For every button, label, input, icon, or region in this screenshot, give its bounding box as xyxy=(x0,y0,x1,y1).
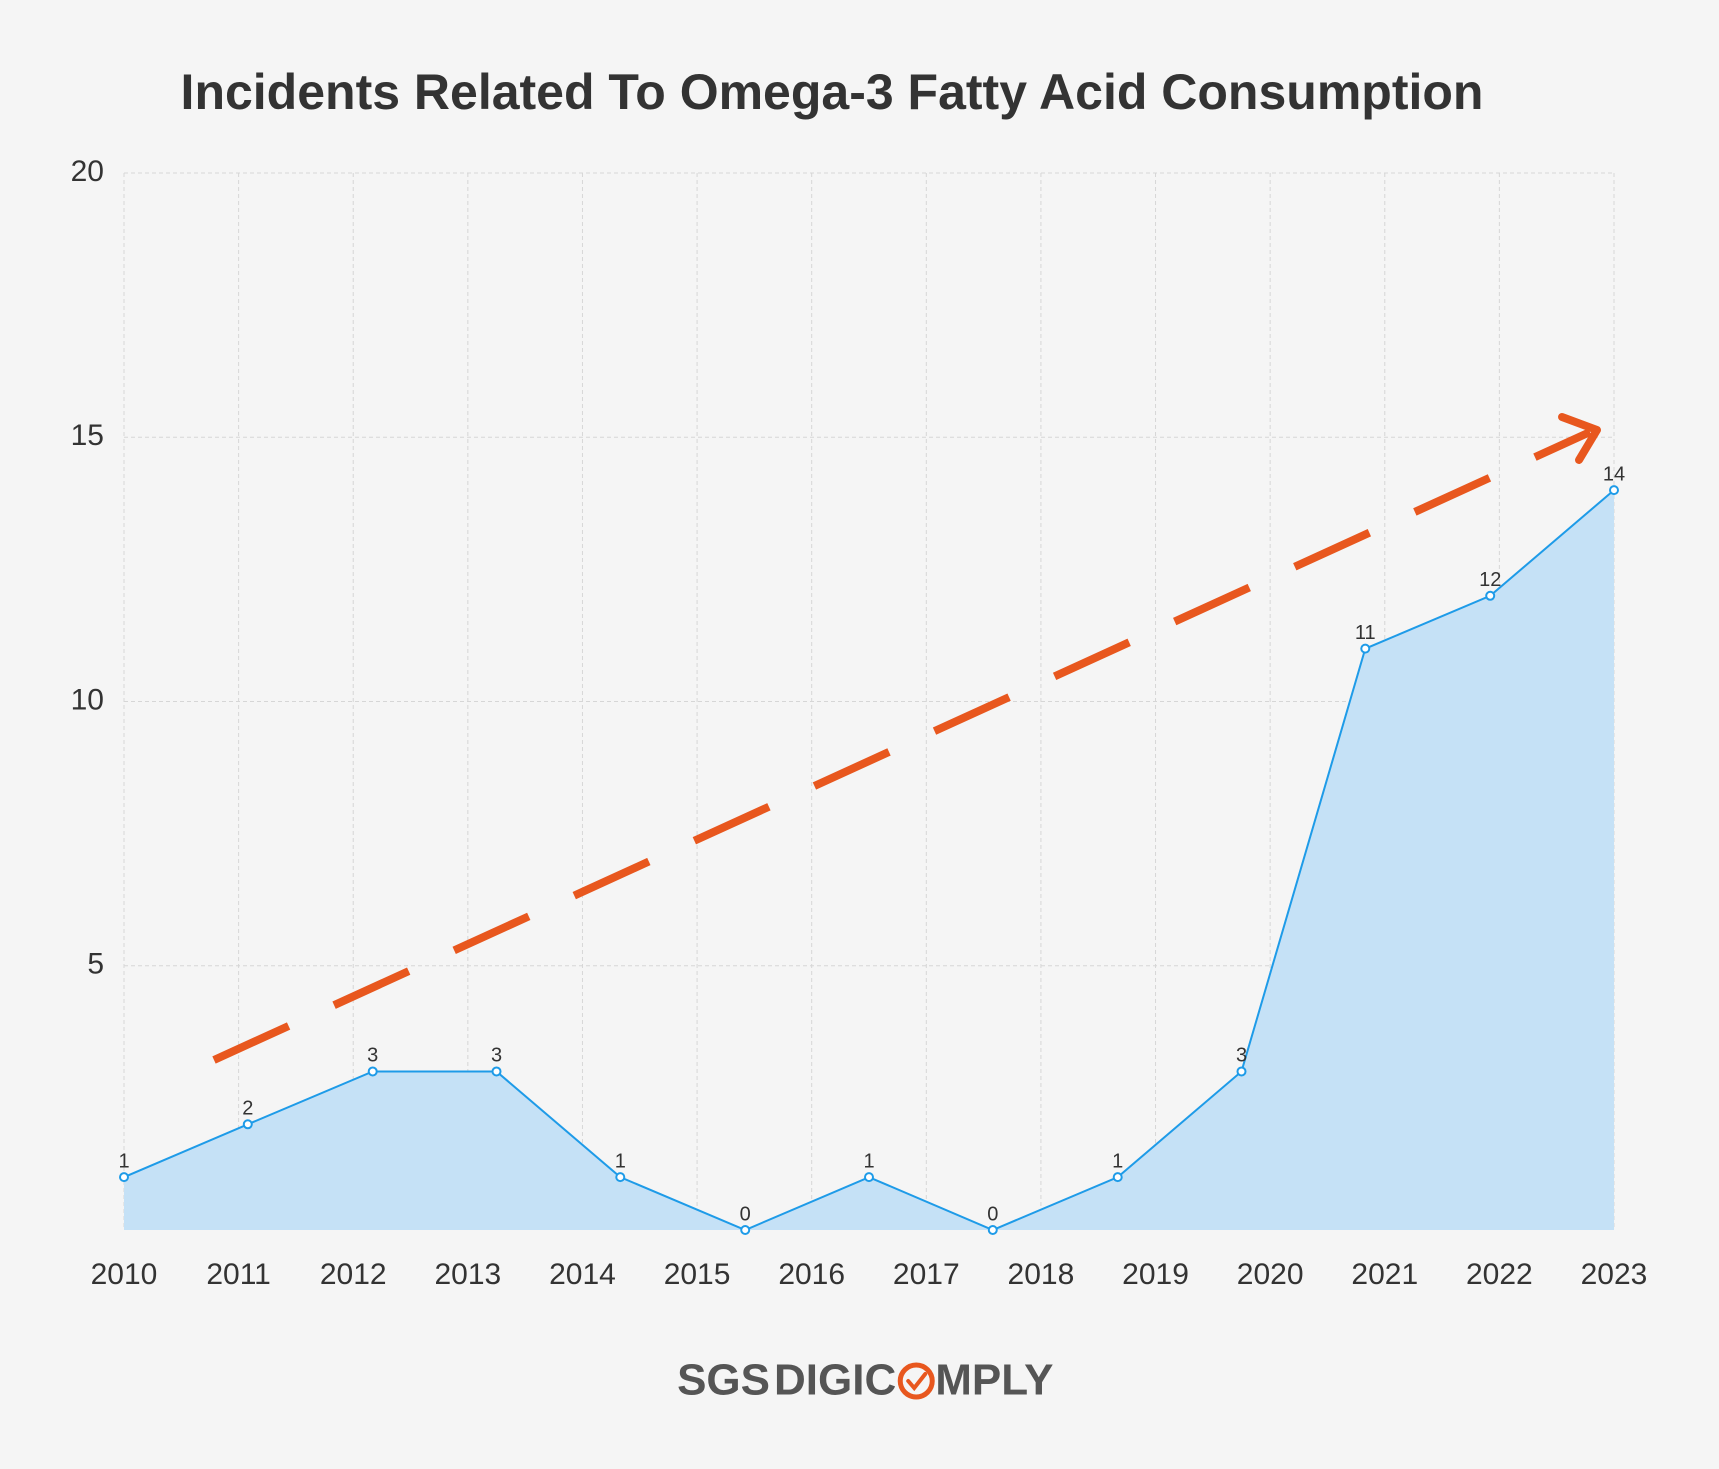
marker xyxy=(367,1066,378,1077)
x-tick-label: 2016 xyxy=(778,1258,845,1291)
marker xyxy=(1360,643,1371,654)
x-tick-label: 2018 xyxy=(1008,1258,1075,1291)
marker xyxy=(987,1225,998,1235)
marker xyxy=(119,1172,129,1183)
y-tick-label: 15 xyxy=(71,419,104,452)
marker xyxy=(242,1119,253,1130)
y-tick-label: 10 xyxy=(71,683,104,716)
marker xyxy=(1609,485,1619,496)
marker xyxy=(740,1225,751,1235)
x-tick-label: 2021 xyxy=(1351,1258,1418,1291)
data-label: 2 xyxy=(242,1098,253,1120)
trend-line xyxy=(212,428,1592,1064)
marker xyxy=(864,1172,874,1183)
x-tick-label: 2014 xyxy=(549,1258,616,1291)
x-tick-label: 2011 xyxy=(206,1258,271,1291)
data-label: 1 xyxy=(118,1150,129,1172)
data-label: 3 xyxy=(1236,1045,1247,1067)
marker xyxy=(615,1172,626,1183)
data-label: 11 xyxy=(1355,622,1376,644)
data-label: 12 xyxy=(1479,569,1501,591)
x-tick-label: 2015 xyxy=(664,1258,731,1291)
area-fill xyxy=(124,490,1614,1231)
logo-check xyxy=(906,1372,928,1392)
data-label: 14 xyxy=(1603,463,1625,485)
data-label: 0 xyxy=(987,1203,998,1225)
data-label: 3 xyxy=(367,1045,378,1067)
x-tick-label: 2023 xyxy=(1581,1258,1648,1291)
data-label: 1 xyxy=(863,1150,874,1172)
trend-arrowhead xyxy=(1558,413,1601,464)
marker xyxy=(1485,590,1496,601)
data-label: 1 xyxy=(615,1150,626,1172)
marker xyxy=(491,1066,502,1077)
x-tick-label: 2013 xyxy=(434,1258,501,1291)
logo-mply: MPLY xyxy=(935,1356,1053,1405)
x-tick-label: 2020 xyxy=(1237,1258,1304,1291)
x-tick-label: 2012 xyxy=(320,1258,387,1291)
data-label: 1 xyxy=(1112,1150,1123,1172)
y-tick-label: 5 xyxy=(87,948,104,981)
chart-title: Incidents Related To Omega-3 Fatty Acid … xyxy=(181,64,1484,120)
y-tick-label: 20 xyxy=(71,155,104,188)
data-label: 0 xyxy=(740,1203,751,1225)
logo-check-circle xyxy=(897,1362,935,1400)
logo-sgs: SGS xyxy=(677,1356,770,1405)
logo: SGS DIGIC MPLY xyxy=(677,1356,1053,1405)
data-label: 3 xyxy=(491,1045,502,1067)
x-tick-label: 2010 xyxy=(91,1258,158,1291)
marker xyxy=(1236,1066,1247,1077)
x-tick-label: 2022 xyxy=(1466,1258,1533,1291)
x-tick-label: 2017 xyxy=(893,1258,960,1291)
marker xyxy=(1112,1172,1123,1183)
x-tick-label: 2019 xyxy=(1122,1258,1189,1291)
logo-digic: DIGIC xyxy=(774,1356,896,1405)
